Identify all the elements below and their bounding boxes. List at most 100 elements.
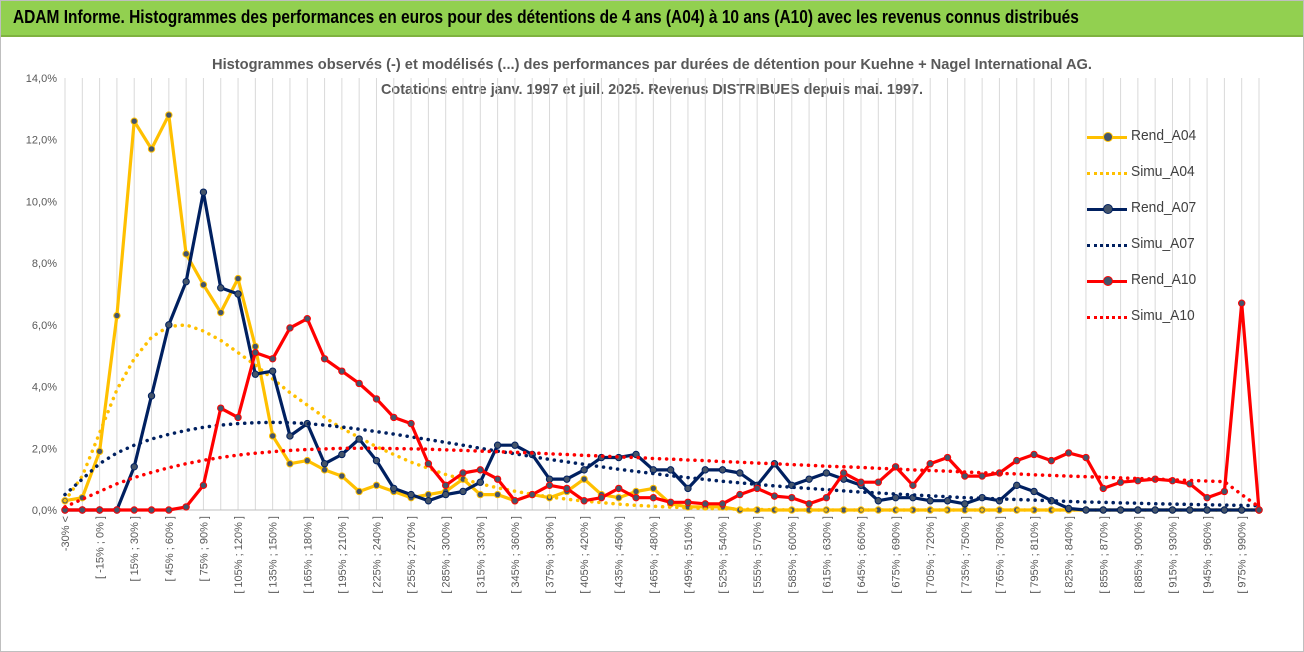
data-point <box>476 466 485 474</box>
x-tick-label: [ 285% ; 300% ] <box>441 516 453 594</box>
data-point <box>199 481 208 490</box>
series-line-rend-a04 <box>64 113 1259 512</box>
data-point <box>1237 299 1246 307</box>
x-tick-label: [ 135% ; 150% ] <box>268 516 280 594</box>
gridlines <box>64 78 1260 510</box>
data-point <box>113 311 121 320</box>
data-point <box>390 484 398 493</box>
series-line-rend-a10 <box>65 301 1261 512</box>
data-point <box>182 503 190 511</box>
x-tick-label: [ 525% ; 540% ] <box>718 516 730 594</box>
data-point <box>1220 487 1229 496</box>
data-point <box>493 441 502 449</box>
data-point <box>165 321 173 329</box>
data-point <box>424 490 433 499</box>
series-line-simu-a07 <box>63 420 1261 508</box>
data-point <box>1082 506 1090 514</box>
x-tick-label: [ 705% ; 720% ] <box>925 516 937 594</box>
data-point <box>217 284 225 292</box>
legend-label: Rend_A04 <box>1131 127 1197 144</box>
data-point <box>372 395 381 403</box>
data-point <box>355 435 363 443</box>
legend-item-rend-a04: Rend_A04 <box>1081 127 1261 147</box>
data-point <box>1134 506 1142 514</box>
data-point <box>251 348 260 357</box>
data-point <box>1237 506 1246 514</box>
data-point <box>1220 506 1229 514</box>
series-line-rend-a07 <box>65 190 1259 512</box>
x-tick-label: [ 465% ; 480% ] <box>648 516 660 594</box>
data-point <box>147 145 156 153</box>
x-tick-label: [ 615% ; 630% ] <box>821 516 833 594</box>
x-tick-label: -30% < <box>60 516 72 551</box>
y-tick-label: 14,0% <box>26 73 57 85</box>
report-title: ADAM Informe. Histogrammes des performan… <box>13 7 1079 27</box>
x-tick-label: [ 195% ; 210% ] <box>337 516 349 594</box>
data-point <box>701 500 709 508</box>
x-tick-label: [ -15% ; 0% ] <box>95 516 107 579</box>
x-tick-label: [ 315% ; 330% ] <box>475 516 487 594</box>
data-point <box>1047 456 1056 465</box>
data-point <box>1099 506 1107 514</box>
x-axis: -30% < [ -15% ; 0% ] [ 15% ; 30% ] [ 45% ; … <box>60 516 1249 594</box>
x-tick-label: [ 675% ; 690% ] <box>891 516 903 594</box>
y-tick-label: 2,0% <box>32 443 57 455</box>
data-point <box>891 493 900 502</box>
x-tick-label: [ 975% ; 990% ] <box>1237 516 1249 594</box>
legend-item-rend-a10: Rend_A10 <box>1081 271 1261 291</box>
data-point <box>476 490 485 499</box>
data-point <box>770 492 779 500</box>
x-tick-label: [ 75% ; 90% ] <box>198 516 210 581</box>
legend-item-rend-a07: Rend_A07 <box>1081 199 1261 219</box>
data-point <box>597 493 606 502</box>
data-point <box>926 460 934 468</box>
data-point <box>338 367 346 375</box>
series-line-simu-a10 <box>63 446 1261 509</box>
data-point <box>805 475 813 483</box>
data-point <box>476 478 485 486</box>
data-point <box>961 500 969 508</box>
x-tick-label: [ 885% ; 900% ] <box>1133 516 1145 594</box>
x-tick-label: [ 795% ; 810% ] <box>1029 516 1041 594</box>
data-point <box>736 469 744 477</box>
data-point <box>441 490 450 499</box>
data-point <box>130 463 138 471</box>
x-tick-label: [ 375% ; 390% ] <box>545 516 557 594</box>
legend-label: Simu_A07 <box>1131 235 1195 252</box>
data-point <box>718 466 727 474</box>
legend: Rend_A04 Simu_A04 Rend_A07 Simu_A07 Rend_A10… <box>1081 127 1261 357</box>
data-point <box>1099 484 1107 493</box>
x-tick-label: [ 45% ; 60% ] <box>164 516 176 581</box>
data-point <box>372 456 381 465</box>
series-simu-a07 <box>63 420 1261 508</box>
data-point <box>286 460 294 468</box>
x-tick-label: [ 105% ; 120% ] <box>233 516 245 594</box>
data-point <box>736 490 744 499</box>
data-point <box>320 460 329 468</box>
data-point <box>943 453 952 462</box>
report-banner: ADAM Informe. Histogrammes des performan… <box>1 1 1303 37</box>
y-tick-label: 4,0% <box>32 382 57 394</box>
x-tick-label: [ 405% ; 420% ] <box>579 516 591 594</box>
data-point <box>182 250 190 258</box>
data-point <box>684 498 692 506</box>
data-point <box>909 481 917 490</box>
data-point <box>407 419 415 428</box>
data-point <box>615 493 623 502</box>
y-tick-label: 6,0% <box>32 320 57 332</box>
legend-item-simu-a10: Simu_A10 <box>1081 307 1261 327</box>
data-point <box>390 413 398 422</box>
data-point <box>493 490 502 499</box>
y-tick-label: 10,0% <box>26 196 57 208</box>
data-point <box>874 497 883 505</box>
data-point <box>1013 456 1021 465</box>
x-tick-label: [ 645% ; 660% ] <box>856 516 868 594</box>
x-tick-label: [ 915% ; 930% ] <box>1167 516 1179 594</box>
data-point <box>666 466 675 474</box>
legend-marker <box>1103 132 1113 142</box>
data-point <box>320 355 329 363</box>
data-point <box>268 355 277 363</box>
series-simu-a04 <box>63 323 1261 512</box>
data-point <box>563 475 571 483</box>
